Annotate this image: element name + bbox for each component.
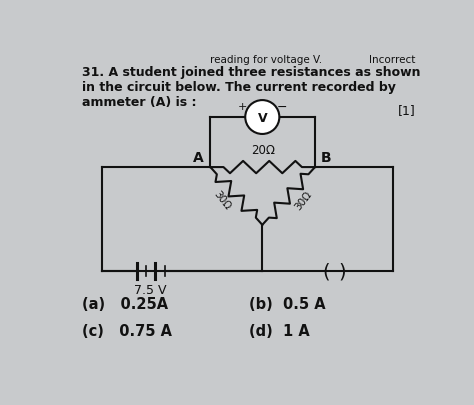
Text: 31. A student joined three resistances as shown: 31. A student joined three resistances a… (82, 66, 421, 79)
Text: 20Ω: 20Ω (251, 144, 275, 157)
Text: ammeter (A) is :: ammeter (A) is : (82, 96, 197, 109)
Text: (a)   0.25A: (a) 0.25A (82, 296, 169, 311)
Text: ): ) (338, 262, 346, 281)
Text: +: + (237, 102, 247, 112)
Text: (d)  1 A: (d) 1 A (249, 324, 310, 339)
Text: −: − (277, 100, 288, 113)
Text: (c)   0.75 A: (c) 0.75 A (82, 324, 173, 339)
Text: V: V (257, 111, 267, 124)
Text: in the circuit below. The current recorded by: in the circuit below. The current record… (82, 81, 396, 94)
Circle shape (245, 101, 279, 134)
Text: (b)  0.5 A: (b) 0.5 A (249, 296, 326, 311)
Text: 30Ω: 30Ω (211, 189, 232, 212)
Text: [1]: [1] (398, 104, 416, 117)
Text: B: B (321, 151, 332, 164)
Text: Incorrect: Incorrect (369, 55, 416, 65)
Text: 7.5 V: 7.5 V (135, 284, 167, 296)
Text: (: ( (323, 262, 330, 281)
Text: 30Ω: 30Ω (293, 189, 314, 212)
Text: A: A (193, 151, 204, 164)
Text: reading for voltage V.: reading for voltage V. (210, 55, 322, 65)
